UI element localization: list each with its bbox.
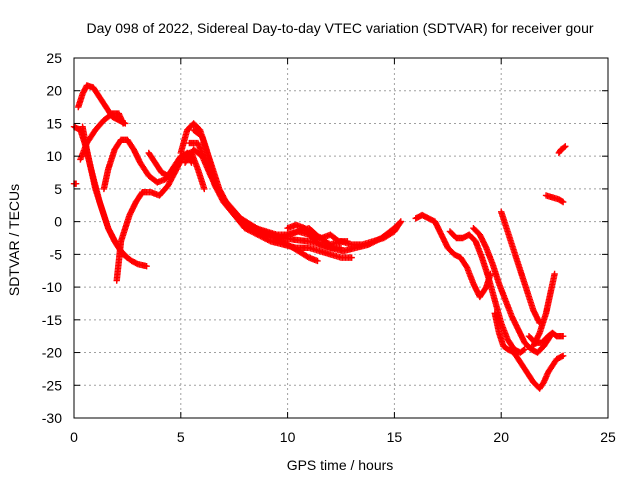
series-arc-f <box>113 149 208 284</box>
data-point <box>562 143 569 150</box>
y-tick-label: -10 <box>42 279 62 295</box>
data-point <box>521 346 528 353</box>
x-tick-label: 20 <box>493 429 509 445</box>
series-arc-p <box>470 224 554 356</box>
series-arc-c <box>77 110 127 163</box>
grid-lines <box>74 58 608 418</box>
series-arc-q <box>491 310 567 392</box>
y-tick-label: 5 <box>54 181 62 197</box>
y-tick-labels: 25 20 15 10 5 0 -5 -10 -15 -20 -25 -30 <box>42 50 62 426</box>
data-point <box>559 352 567 360</box>
x-tick-label: 25 <box>600 429 616 445</box>
series-arc-d <box>79 123 131 261</box>
series-arc-g <box>145 149 195 180</box>
data-point <box>397 218 405 225</box>
data-point <box>337 244 345 252</box>
y-tick-label: -30 <box>42 410 62 426</box>
data-point <box>123 253 130 260</box>
series-arc-w <box>70 180 80 187</box>
data-point <box>201 185 208 193</box>
data-point <box>348 254 355 261</box>
plot-frame <box>73 57 609 419</box>
x-axis-label: GPS time / hours <box>287 457 394 473</box>
y-tick-label: -20 <box>42 345 62 361</box>
data-point <box>561 144 568 151</box>
series-arc-s <box>525 329 567 346</box>
y-tick-label: 15 <box>46 115 62 131</box>
chart-title: Day 098 of 2022, Sidereal Day-to-day VTE… <box>86 20 593 36</box>
x-tick-label: 0 <box>70 429 78 445</box>
series-arc-t <box>530 270 558 350</box>
y-tick-label: 10 <box>46 148 62 164</box>
data-point <box>559 198 567 206</box>
x-tick-labels: 0 5 10 15 20 25 <box>70 429 616 445</box>
data-points <box>70 82 569 392</box>
data-point <box>119 120 127 127</box>
data-point <box>143 262 150 270</box>
series-arc-u <box>542 192 567 206</box>
y-tick-label: 20 <box>46 83 62 99</box>
x-tick-label: 5 <box>177 429 185 445</box>
data-point <box>124 254 131 261</box>
series-arc-r <box>498 208 543 327</box>
y-tick-label: -25 <box>42 377 62 393</box>
y-tick-label: -5 <box>50 246 63 262</box>
series-arc-o <box>446 228 528 356</box>
x-tick-label: 10 <box>280 429 296 445</box>
data-point <box>396 219 404 227</box>
data-point <box>559 332 567 340</box>
x-tick-label: 15 <box>387 429 403 445</box>
data-point <box>81 86 88 93</box>
data-point <box>314 257 321 265</box>
data-point <box>80 89 87 96</box>
data-point <box>80 87 88 95</box>
data-point <box>79 90 86 98</box>
data-point <box>344 238 351 245</box>
y-axis-label: SDTVAR / TECUs <box>6 184 22 296</box>
data-point <box>251 224 258 231</box>
series-arc-m <box>284 221 351 245</box>
axis-ticks <box>73 57 609 419</box>
data-point <box>551 270 558 278</box>
y-tick-label: -15 <box>42 312 62 328</box>
data-point <box>188 159 195 166</box>
y-tick-label: 0 <box>54 214 62 230</box>
series-arc-v <box>555 143 569 157</box>
y-tick-label: 25 <box>46 50 62 66</box>
data-point <box>520 346 527 354</box>
